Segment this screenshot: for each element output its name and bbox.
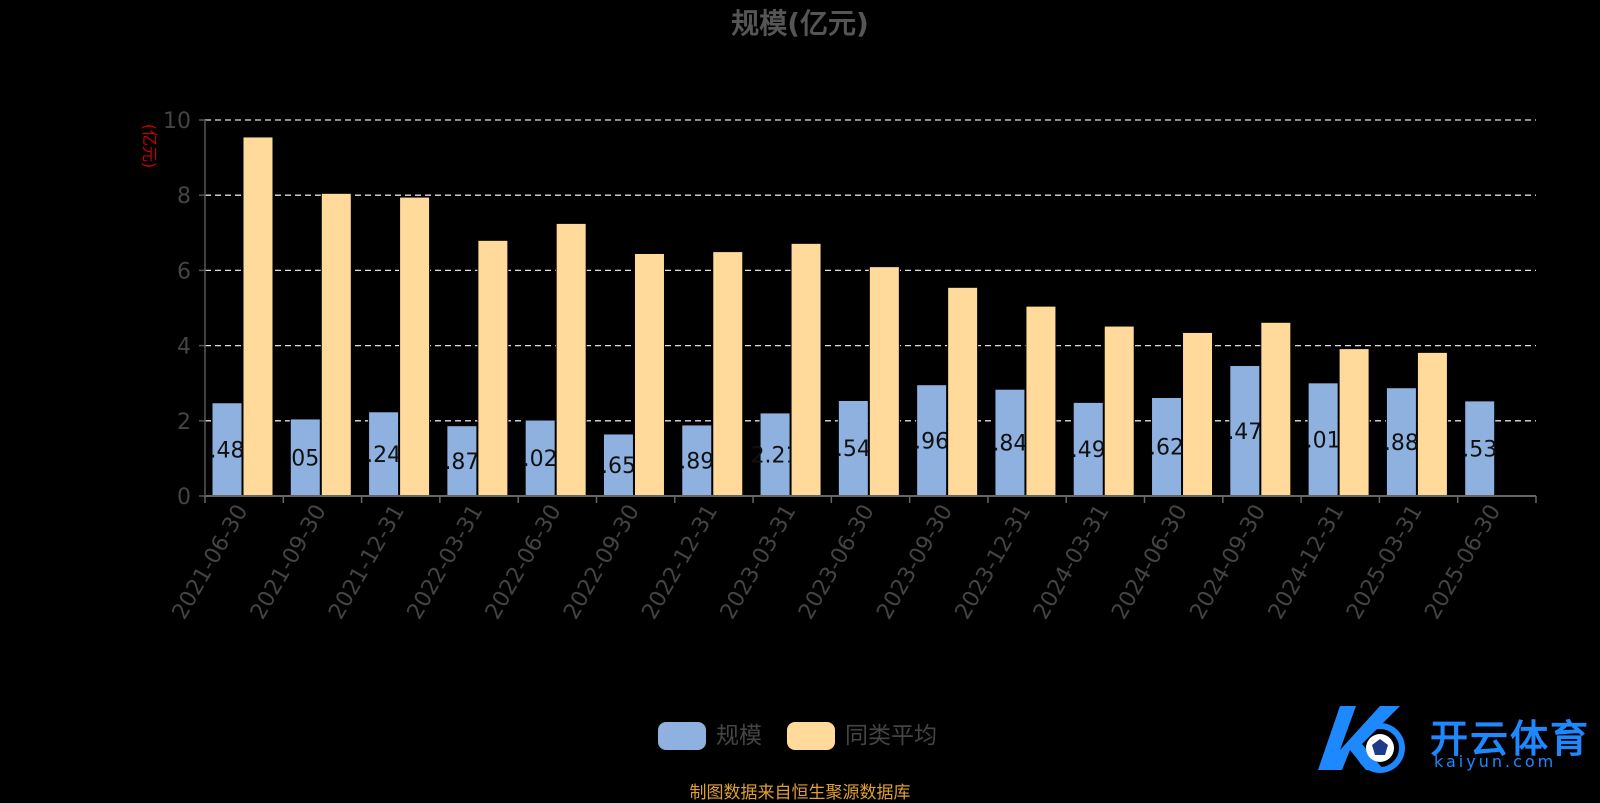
y-tick-label: 6 xyxy=(177,259,191,284)
bar-scale xyxy=(524,419,556,497)
x-tick-label: 2021-06-30 xyxy=(168,501,254,624)
bar-peer-average xyxy=(1103,325,1135,497)
x-tick-label: 2024-03-31 xyxy=(1029,501,1115,624)
bar-scale-label: .47 xyxy=(1227,420,1262,445)
bar-scale-label: .89 xyxy=(679,449,714,474)
x-tick-label: 2023-03-31 xyxy=(716,501,802,624)
logo-text-cn: 开云体育 xyxy=(1430,717,1591,761)
bar-peer-average xyxy=(1182,331,1214,497)
x-tick-label: 2022-09-30 xyxy=(559,501,645,624)
bar-peer-average xyxy=(790,242,822,497)
bar-scale xyxy=(368,411,400,497)
bar-scale xyxy=(1151,396,1183,497)
bar-scale xyxy=(1229,365,1261,497)
bar-scale xyxy=(1464,400,1496,497)
bar-scale-label: .65 xyxy=(601,454,636,479)
y-tick-label: 8 xyxy=(177,184,191,209)
legend-swatch[interactable] xyxy=(658,722,706,750)
bar-scale xyxy=(837,399,869,497)
bar-scale-label: .53 xyxy=(1462,437,1497,462)
y-axis-label: (亿元) xyxy=(140,124,159,169)
x-tick-label: 2022-12-31 xyxy=(638,501,724,624)
bar-scale-label: .54 xyxy=(836,437,871,462)
bar-scale xyxy=(1307,382,1339,497)
bar-peer-average xyxy=(242,136,274,497)
bar-scale-label: .24 xyxy=(366,443,401,468)
bar-peer-average xyxy=(399,196,431,497)
x-tick-label: 2021-12-31 xyxy=(324,501,410,624)
bar-scale-label: .88 xyxy=(1384,431,1419,456)
bar-scale-label: .62 xyxy=(1149,436,1184,461)
bar-scale-label: .02 xyxy=(523,447,558,472)
y-tick-label: 4 xyxy=(177,335,191,360)
x-tick-label: 2022-03-31 xyxy=(403,501,489,624)
bar-scale xyxy=(759,412,791,497)
bar-scale xyxy=(602,433,634,497)
bar-scale xyxy=(289,418,321,497)
bar-scale-label: .96 xyxy=(914,429,949,454)
bar-scale-label: 05 xyxy=(291,446,319,471)
bar-scale xyxy=(1385,387,1417,497)
x-tick-label: 2024-09-30 xyxy=(1186,501,1272,624)
bar-peer-average xyxy=(555,222,587,497)
x-tick-label: 2025-06-30 xyxy=(1420,501,1506,624)
x-tick-label: 2023-12-31 xyxy=(951,501,1037,624)
bar-peer-average xyxy=(320,192,352,497)
bar-peer-average xyxy=(1260,321,1292,497)
y-tick-label: 0 xyxy=(177,485,191,510)
legend-label[interactable]: 同类平均 xyxy=(845,723,937,749)
bar-peer-average xyxy=(712,251,744,497)
x-tick-label: 2022-06-30 xyxy=(481,501,567,624)
bar-scale xyxy=(916,384,948,497)
legend[interactable]: 规模 同类平均 xyxy=(658,722,937,750)
kaiyun-logo-icon xyxy=(1318,706,1405,773)
y-axis-ticks: 0 2 4 6 8 10 xyxy=(163,109,205,510)
data-source-note: 制图数据来自恒生聚源数据库 xyxy=(689,783,911,803)
y-tick-label: 2 xyxy=(177,410,191,435)
legend-label[interactable]: 规模 xyxy=(716,723,762,749)
bar-peer-average xyxy=(947,286,979,497)
bar-scale-label: .87 xyxy=(444,450,479,475)
legend-swatch[interactable] xyxy=(787,722,835,750)
logo-text-en: kaiyun.com xyxy=(1434,752,1557,771)
bar-peer-average xyxy=(633,252,665,497)
chart-title: 规模(亿元) xyxy=(731,7,869,40)
bar-scale-label: .49 xyxy=(1071,438,1106,463)
x-tick-label: 2025-03-31 xyxy=(1342,501,1428,624)
x-tick-label: 2024-06-30 xyxy=(1107,501,1193,624)
y-tick-label: 10 xyxy=(163,109,191,134)
bar-scale-label: .48 xyxy=(210,438,245,463)
bar-peer-average xyxy=(1416,351,1448,497)
bar-scale-label: .01 xyxy=(1306,428,1341,453)
bar-peer-average xyxy=(868,266,900,497)
bars: .48 05.24.87.02.65.89 2.21.54.96.84.49.62.… xyxy=(210,136,1497,497)
x-tick-label: 2023-09-30 xyxy=(872,501,958,624)
bar-peer-average xyxy=(1338,348,1370,497)
x-tick-label: 2021-09-30 xyxy=(246,501,332,624)
bar-scale-label: .84 xyxy=(992,432,1027,457)
bar-scale xyxy=(681,424,713,497)
bar-peer-average xyxy=(1025,305,1057,497)
x-tick-label: 2024-12-31 xyxy=(1264,501,1350,624)
bar-scale xyxy=(446,425,478,497)
x-tick-label: 2023-06-30 xyxy=(794,501,880,624)
bar-peer-average xyxy=(477,239,509,497)
